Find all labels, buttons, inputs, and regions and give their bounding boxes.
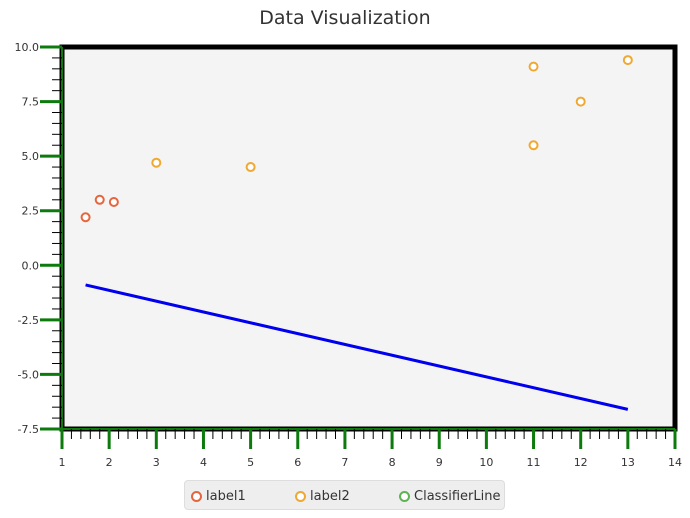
legend-marker-label1-icon [191,490,202,502]
x-tick-label: 6 [294,456,301,469]
x-axis: 1 2 3 4 5 6 7 8 9 10 11 12 13 14 [59,428,682,469]
plot-background [59,44,678,432]
x-tick-label: 3 [153,456,160,469]
x-tick-label: 4 [200,456,207,469]
x-tick-label: 11 [527,456,541,469]
legend-marker-classifierline-icon [399,490,410,502]
y-tick-label: 0.0 [22,259,40,272]
data-point-label1[interactable] [94,194,105,205]
legend-label: ClassifierLine [414,488,501,504]
data-point-label2[interactable] [245,162,256,173]
y-tick-label: 2.5 [22,205,40,218]
data-point-label2[interactable] [528,140,539,151]
data-point-label1[interactable] [80,212,91,223]
data-point-label2[interactable] [622,55,633,66]
series-line-classifierline [85,283,629,411]
chart-title: Data Visualization [259,7,431,29]
legend-marker-label2-icon [295,490,306,502]
y-tick-label: -7.5 [18,423,39,436]
legend-item-label2[interactable]: label2 [295,481,350,511]
data-point-label2[interactable] [575,96,586,107]
y-tick-label: 10.0 [15,41,40,54]
x-tick-label: 9 [436,456,443,469]
legend: label1 label2 ClassifierLine [184,480,505,510]
legend-label: label1 [206,488,246,504]
x-tick-label: 10 [479,456,493,469]
y-tick-label: 7.5 [22,96,40,109]
legend-item-label1[interactable]: label1 [191,481,246,511]
data-point-label2[interactable] [528,61,539,72]
x-tick-label: 14 [668,456,682,469]
y-tick-label: -5.0 [18,368,39,381]
x-tick-label: 12 [574,456,588,469]
y-tick-label: 5.0 [22,150,40,163]
data-point-label2[interactable] [151,157,162,168]
x-tick-label: 1 [59,456,66,469]
x-tick-label: 8 [389,456,396,469]
data-point-label1[interactable] [108,196,119,207]
x-tick-label: 5 [247,456,254,469]
x-tick-label: 7 [341,456,348,469]
x-tick-label: 13 [621,456,635,469]
series-layer [80,55,633,411]
y-axis: 10.0 7.5 5.0 2.5 0.0 -2.5 -5.0 -7.5 [15,41,63,436]
x-tick-label: 2 [106,456,113,469]
legend-item-classifierline[interactable]: ClassifierLine [399,481,500,511]
y-tick-label: -2.5 [18,314,39,327]
legend-label: label2 [310,488,350,504]
